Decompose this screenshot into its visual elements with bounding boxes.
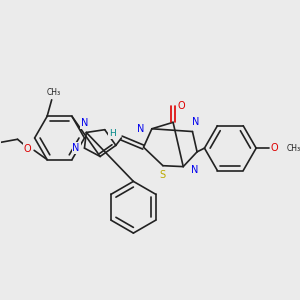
Text: N: N [81,118,88,128]
Text: N: N [190,165,198,175]
Text: O: O [271,143,278,153]
Text: N: N [193,117,200,127]
Text: CH₃: CH₃ [46,88,61,97]
Text: CH₃: CH₃ [286,144,300,153]
Text: S: S [160,170,166,180]
Text: N: N [73,143,80,153]
Text: O: O [178,101,185,111]
Text: O: O [24,143,32,154]
Text: H: H [109,129,116,138]
Text: N: N [137,124,145,134]
